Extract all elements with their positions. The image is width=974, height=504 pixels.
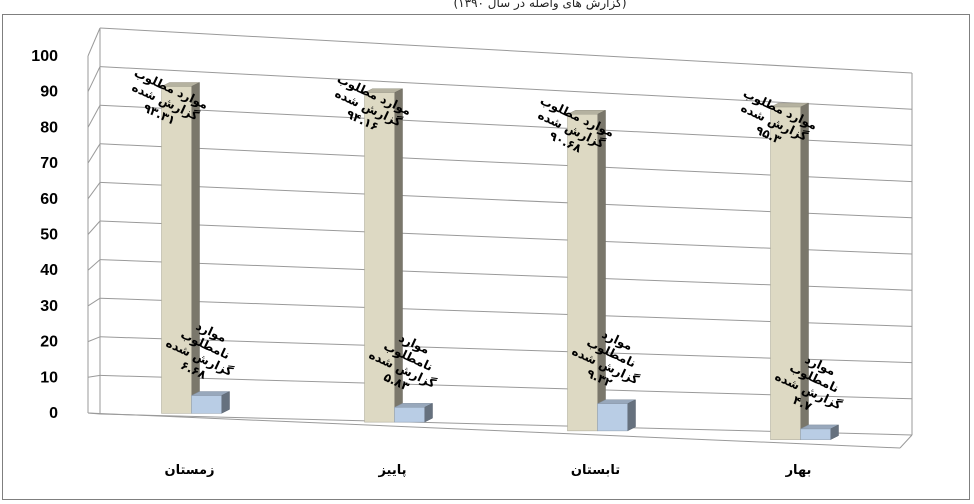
chart-caption: (گزارش های واصله در سال ۱۳۹۰) [453, 0, 627, 10]
gridline [99, 66, 913, 110]
y-tick-label: 50 [40, 227, 58, 244]
y-tick-label: 60 [40, 191, 58, 208]
gridline-side [87, 182, 101, 200]
bar-unfavorable-side [627, 399, 636, 432]
gridline-side [87, 336, 101, 343]
y-tick-label: 0 [49, 405, 58, 422]
gridline-side [87, 104, 101, 128]
gridline [99, 27, 913, 74]
y-tick-label: 10 [40, 369, 58, 386]
y-tick-label: 20 [40, 334, 58, 351]
x-category-label: بهار [785, 463, 812, 478]
floor-edge [87, 412, 901, 449]
y-tick-label: 30 [40, 298, 58, 315]
x-category-label: تابستان [571, 463, 620, 478]
y-tick-label: 90 [40, 84, 58, 101]
bar-favorable [770, 106, 801, 440]
y-tick-label: 80 [40, 119, 58, 136]
y-tick-label: 70 [40, 155, 58, 172]
bar-unfavorable [800, 428, 831, 440]
y-tick-label: 100 [31, 48, 58, 65]
gridline-side [87, 27, 101, 57]
gridline-side [87, 374, 101, 378]
y-tick-label: 40 [40, 262, 58, 279]
bar-unfavorable [191, 395, 222, 414]
bar-unfavorable [597, 403, 628, 432]
bar-favorable [364, 92, 395, 423]
bar-favorable [567, 114, 598, 432]
chart-frame [2, 14, 970, 500]
bar-unfavorable-side [221, 391, 230, 414]
bar-unfavorable [394, 407, 425, 423]
gridline-side [87, 297, 101, 307]
gridline-side [87, 220, 101, 235]
bar-favorable [161, 86, 192, 414]
gridline-side [87, 66, 101, 92]
gridline-side [87, 143, 101, 164]
x-category-label: پاییز [377, 463, 406, 478]
floor-edge [899, 434, 913, 449]
gridline-side [87, 259, 101, 271]
x-category-label: زمستان [164, 463, 214, 478]
